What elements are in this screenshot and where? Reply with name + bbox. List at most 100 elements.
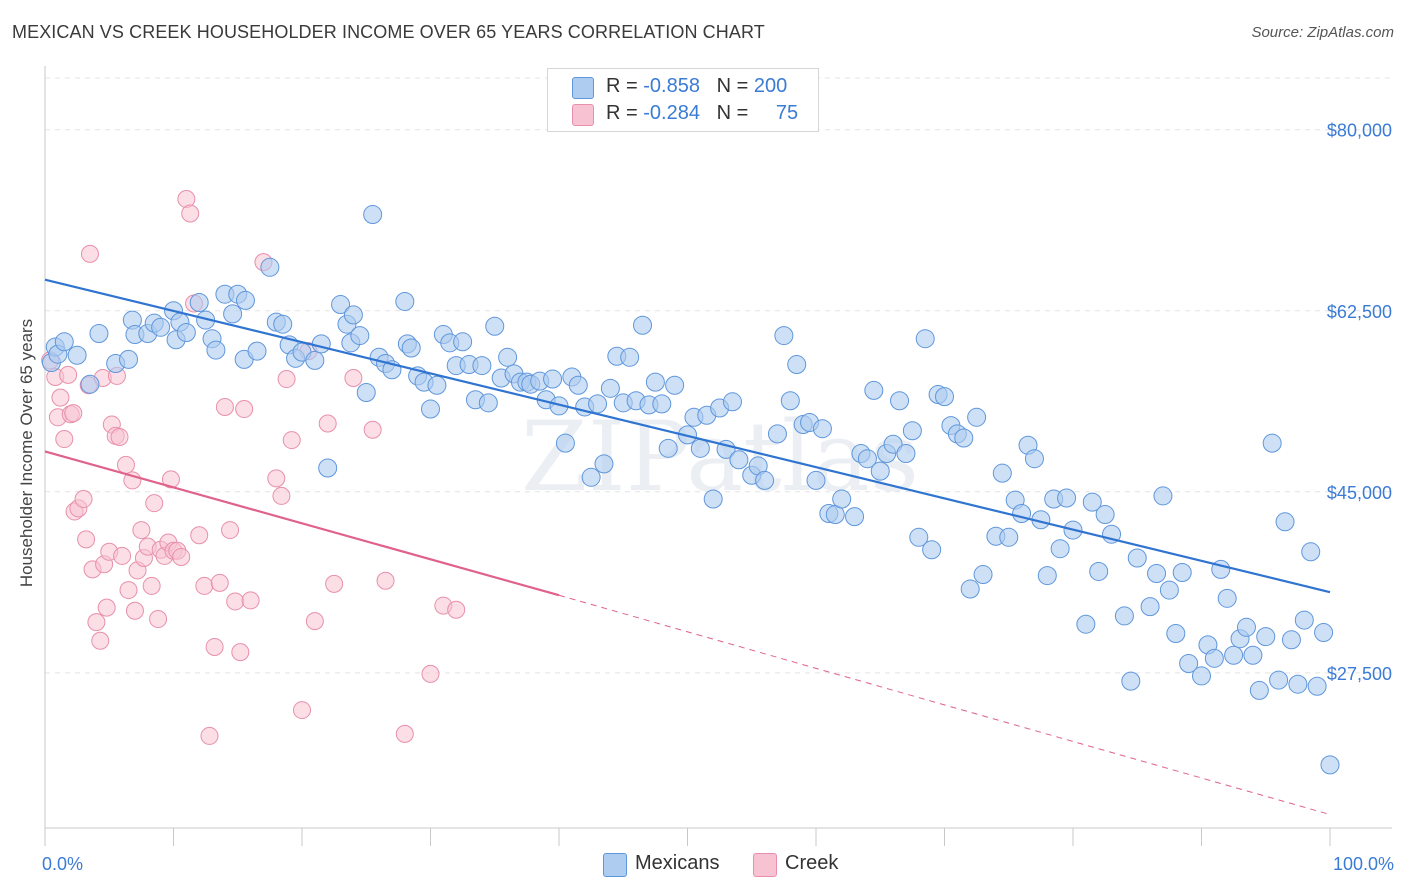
mexicans-point <box>780 391 800 411</box>
n-label: N = <box>716 102 754 124</box>
mexicans-point <box>350 326 370 346</box>
creek-point <box>395 724 414 743</box>
mexicans-point <box>1024 449 1044 469</box>
mexicans-point <box>189 292 209 312</box>
mexicans-point <box>1037 566 1057 586</box>
mexicans-point <box>1057 488 1077 508</box>
mexicans-point <box>1224 645 1244 665</box>
mexicans-point <box>247 341 267 361</box>
mexicans-point <box>812 419 832 439</box>
mexicans-point <box>633 315 653 335</box>
mexicans-point <box>703 489 723 509</box>
mexicans-point <box>1153 486 1173 506</box>
mexicans-swatch <box>603 853 627 877</box>
mexicans-point <box>620 347 640 367</box>
mexicans-point <box>973 565 993 585</box>
creek-point <box>195 576 214 595</box>
y-tick-label: $45,000 <box>1327 483 1392 503</box>
mexicans-point <box>954 428 974 448</box>
mexicans-point <box>1121 671 1141 691</box>
mexicans-point <box>1314 622 1334 642</box>
n-label: N = <box>716 75 754 97</box>
mexicans-point <box>729 450 749 470</box>
mexicans-point <box>1082 492 1102 512</box>
mexicans-point <box>960 579 980 599</box>
creek-point <box>110 427 129 446</box>
mexicans-point <box>909 527 929 547</box>
mexicans-point <box>883 434 903 454</box>
mexicans-swatch <box>572 77 594 99</box>
creek-trend-extension <box>558 594 1331 816</box>
mexicans-point <box>1089 561 1109 581</box>
creek-point <box>215 397 234 416</box>
r-label: R = <box>606 102 644 124</box>
mexicans-point <box>273 314 293 334</box>
creek-point <box>376 571 395 590</box>
mexicans-point <box>1050 539 1070 559</box>
creek-point <box>318 414 337 433</box>
mexicans-point <box>600 378 620 398</box>
creek-point <box>172 547 191 566</box>
stats-legend: R = -0.858 N = 200 R = -0.284 N = 75 <box>547 68 819 132</box>
mexicans-point <box>857 449 877 469</box>
creek-point <box>97 598 116 617</box>
mexicans-point <box>806 470 826 490</box>
mexicans-point <box>690 438 710 458</box>
mexicans-point <box>1275 512 1295 532</box>
mexicans-point <box>235 290 255 310</box>
mexicans-point <box>1294 610 1314 630</box>
mexicans-point <box>1262 433 1282 453</box>
legend-text: R = -0.284 N = 75 <box>606 102 798 125</box>
mexicans-point <box>1172 562 1192 582</box>
creek-swatch <box>572 104 594 126</box>
axis-labels: $27,500 $45,000 $62,500 $80,000 0.0% 100.0% Ho… <box>17 121 1394 874</box>
creek-series <box>41 190 466 745</box>
legend-label-mexicans: Mexicans <box>635 852 720 874</box>
mexicans-point <box>1127 548 1147 568</box>
creek-point <box>74 490 93 509</box>
creek-point <box>447 600 466 619</box>
mexicans-point <box>356 382 376 402</box>
creek-point <box>51 388 70 407</box>
creek-point <box>142 576 161 595</box>
mexicans-point <box>594 454 614 474</box>
creek-point <box>87 613 106 632</box>
mexicans-point <box>311 334 331 354</box>
creek-point <box>325 574 344 593</box>
y-tick-label: $80,000 <box>1327 121 1392 141</box>
mexicans-trend-line <box>44 278 1331 594</box>
creek-point <box>344 369 363 387</box>
creek-point <box>64 404 83 423</box>
creek-point <box>200 726 219 745</box>
mexicans-point <box>1095 505 1115 525</box>
creek-point <box>221 521 240 540</box>
mexicans-point <box>864 380 884 400</box>
mexicans-point <box>472 356 492 376</box>
creek-point <box>205 637 224 656</box>
mexicans-point <box>1320 755 1340 775</box>
n-value: 200 <box>753 75 788 97</box>
creek-point <box>80 244 99 263</box>
mexicans-point <box>401 338 421 358</box>
mexicans-point <box>1281 630 1301 650</box>
creek-point <box>231 643 250 662</box>
creek-point <box>363 420 382 439</box>
mexicans-point <box>318 458 338 478</box>
mexicans-point <box>498 347 518 367</box>
mexicans-point <box>665 375 685 395</box>
mexicans-point <box>902 421 922 441</box>
axes <box>44 66 1392 846</box>
legend-row-mexicans: R = -0.858 N = 200 <box>572 75 787 99</box>
n-value: 75 <box>775 102 799 124</box>
mexicans-point <box>1307 676 1327 696</box>
creek-point <box>149 610 168 629</box>
mexicans-point <box>1256 627 1276 647</box>
mexicans-point <box>755 470 775 490</box>
creek-point <box>282 431 301 450</box>
mexicans-point <box>915 329 935 349</box>
mexicans-point <box>260 257 280 277</box>
creek-point <box>119 581 138 600</box>
mexicans-point <box>999 527 1019 547</box>
creek-point <box>55 430 74 449</box>
